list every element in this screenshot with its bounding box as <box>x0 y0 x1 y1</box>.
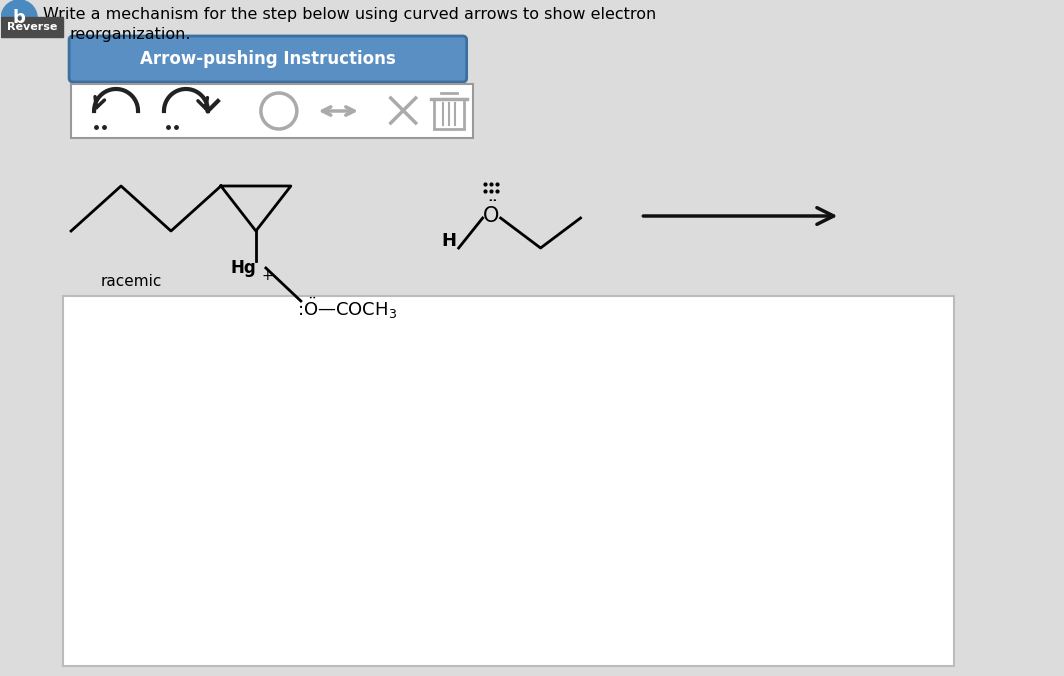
Text: Arrow-pushing Instructions: Arrow-pushing Instructions <box>140 50 396 68</box>
Text: b: b <box>13 9 26 27</box>
Text: :$\ddot{\rm O}$—COCH$_3$: :$\ddot{\rm O}$—COCH$_3$ <box>297 295 397 320</box>
FancyBboxPatch shape <box>71 84 472 138</box>
Text: $\ddot{\rm O}$: $\ddot{\rm O}$ <box>482 201 499 227</box>
Text: H: H <box>442 232 456 250</box>
Text: Reverse: Reverse <box>7 22 57 32</box>
Circle shape <box>1 0 37 36</box>
Text: Write a mechanism for the step below using curved arrows to show electron: Write a mechanism for the step below usi… <box>44 7 656 22</box>
FancyBboxPatch shape <box>69 36 467 82</box>
Text: reorganization.: reorganization. <box>69 26 190 41</box>
Text: Hg: Hg <box>231 259 256 277</box>
FancyBboxPatch shape <box>63 296 954 666</box>
Text: racemic: racemic <box>101 274 163 289</box>
FancyBboxPatch shape <box>1 17 63 37</box>
Text: +: + <box>262 269 273 283</box>
